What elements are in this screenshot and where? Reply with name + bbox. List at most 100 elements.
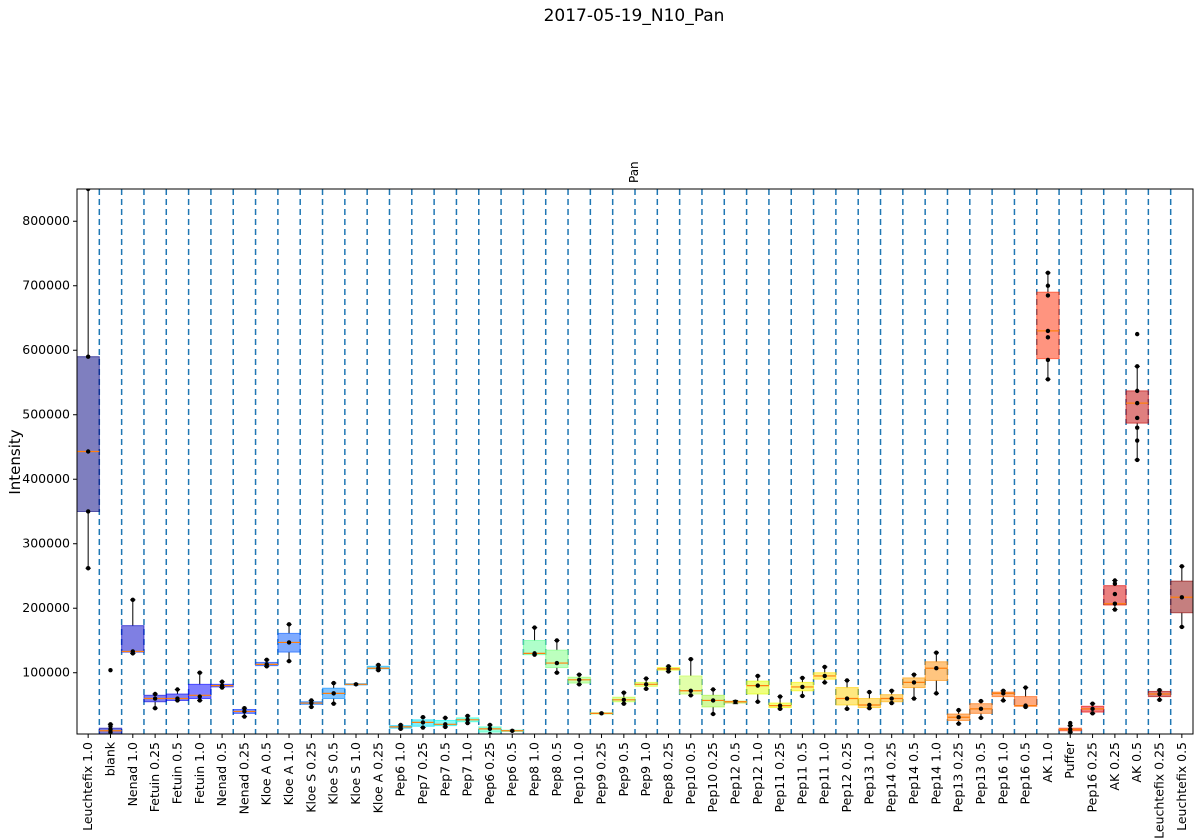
x-tick-label: Pep13 0.25 [951, 742, 966, 812]
x-tick-label: Pep7 0.25 [415, 742, 430, 804]
data-point [1046, 284, 1050, 288]
data-point [1135, 364, 1139, 368]
data-point [354, 682, 358, 686]
data-point [1023, 703, 1027, 707]
data-point [823, 674, 827, 678]
data-point [309, 698, 313, 702]
data-point [175, 687, 179, 691]
x-tick-label: Pep11 1.0 [817, 742, 832, 805]
y-tick-label: 100000 [22, 665, 70, 680]
data-point [198, 694, 202, 698]
data-point [1180, 625, 1184, 629]
x-tick-label: Pep11 0.5 [794, 742, 809, 804]
x-tick-label: Puffer [1062, 741, 1077, 779]
data-point [867, 690, 871, 694]
data-point [823, 665, 827, 669]
data-point [555, 638, 559, 642]
x-tick-label: Kloe S 0.5 [326, 742, 341, 805]
data-point [1157, 688, 1161, 692]
data-point [465, 718, 469, 722]
data-point [1135, 401, 1139, 405]
data-point [622, 698, 626, 702]
data-point [644, 676, 648, 680]
x-tick-label: Pep6 1.0 [393, 742, 408, 797]
x-tick-label: AK 0.25 [1107, 742, 1122, 791]
data-point [465, 714, 469, 718]
x-tick-label: blank [102, 741, 117, 776]
data-point [666, 664, 670, 668]
data-point [287, 622, 291, 626]
x-tick-label: Fetuin 0.5 [169, 742, 184, 804]
data-point [86, 354, 90, 358]
y-tick-label: 200000 [22, 600, 70, 615]
data-point [86, 566, 90, 570]
data-point [331, 691, 335, 695]
data-point [265, 658, 269, 662]
x-tick-label: Kloe S 0.25 [303, 742, 318, 813]
x-tick-label: Pep10 1.0 [571, 742, 586, 805]
data-point [644, 687, 648, 691]
data-point [1023, 685, 1027, 689]
x-tick-label: Pep10 0.5 [683, 742, 698, 804]
x-tick-label: Pep16 0.25 [1085, 742, 1100, 812]
data-point [510, 729, 514, 733]
data-point [1135, 458, 1139, 462]
data-point [1135, 416, 1139, 420]
data-point [1001, 698, 1005, 702]
data-point [800, 676, 804, 680]
data-point [1113, 607, 1117, 611]
data-point [1135, 438, 1139, 442]
x-tick-label: Pep8 0.25 [660, 742, 675, 804]
x-tick-label: Kloe S 1.0 [348, 742, 363, 805]
x-tick-label: Pep8 1.0 [527, 742, 542, 797]
x-tick-label: Nenad 0.25 [236, 742, 251, 814]
data-point [1135, 389, 1139, 393]
data-point [1046, 358, 1050, 362]
data-point [287, 640, 291, 644]
data-point [889, 689, 893, 693]
data-point [555, 661, 559, 665]
data-point [1180, 564, 1184, 568]
data-point [956, 715, 960, 719]
x-tick-label: Pep9 0.5 [616, 742, 631, 797]
data-point [622, 691, 626, 695]
data-point [488, 723, 492, 727]
data-point [86, 509, 90, 513]
y-tick-label: 800000 [22, 213, 70, 228]
data-point [912, 672, 916, 676]
data-point [1180, 595, 1184, 599]
data-point [979, 699, 983, 703]
x-tick-label: Fetuin 0.25 [147, 742, 162, 812]
data-point [376, 663, 380, 667]
box-34 [836, 688, 858, 705]
facet-label: Pan [627, 161, 641, 183]
data-point [108, 668, 112, 672]
data-point [979, 707, 983, 711]
data-point [912, 696, 916, 700]
x-tick-label: Nenad 1.0 [125, 742, 140, 806]
y-tick-label: 400000 [22, 471, 70, 486]
data-point [443, 722, 447, 726]
data-point [443, 716, 447, 720]
box-0 [77, 357, 99, 512]
data-point [1068, 721, 1072, 725]
x-tick-label: Pep8 0.5 [549, 742, 564, 797]
data-point [912, 680, 916, 684]
data-point [421, 720, 425, 724]
data-point [421, 725, 425, 729]
data-point [153, 696, 157, 700]
data-point [1157, 698, 1161, 702]
x-tick-label: Pep16 1.0 [995, 742, 1010, 805]
data-point [242, 706, 246, 710]
x-tick-label: Pep6 0.5 [504, 742, 519, 797]
data-point [1113, 602, 1117, 606]
x-tick-label: Pep9 1.0 [638, 742, 653, 797]
data-point [889, 701, 893, 705]
x-tick-label: Pep7 1.0 [460, 742, 475, 797]
data-point [1046, 329, 1050, 333]
y-tick-label: 300000 [22, 536, 70, 551]
data-point [153, 692, 157, 696]
x-tick-label: Leuchtefix 0.25 [1152, 742, 1167, 839]
x-tick-label: Fetuin 1.0 [192, 742, 207, 804]
data-point [131, 598, 135, 602]
